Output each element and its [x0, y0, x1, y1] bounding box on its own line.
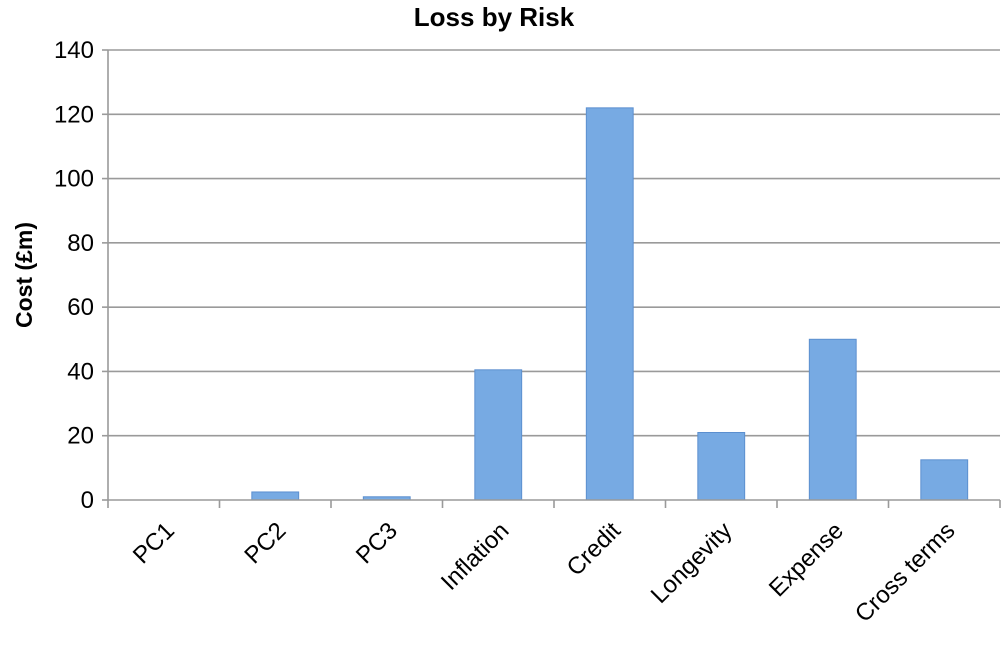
x-tick-label: Credit: [562, 517, 627, 582]
x-tick-label: Cross terms: [850, 517, 961, 628]
y-tick-label: 60: [67, 294, 94, 321]
bar-cross-terms: [920, 459, 969, 501]
x-tick-label: PC1: [128, 517, 180, 569]
y-axis-label: Cost (£m): [11, 222, 37, 328]
bar-credit: [585, 107, 634, 501]
gridlines: [108, 49, 1000, 437]
bar-inflation: [474, 369, 523, 501]
y-tick-labels: 0 20 40 60 80 100 120 140: [54, 37, 94, 514]
x-tick-labels: PC1 PC2 PC3 Inflation Credit Longevity Expense…: [128, 517, 961, 628]
x-tick-label: Longevity: [646, 517, 738, 609]
y-tick-label: 20: [67, 423, 94, 450]
x-tick-label: Expense: [764, 517, 849, 602]
bar-expense: [808, 338, 857, 501]
y-tick-label: 40: [67, 358, 94, 385]
bar-pc2: [251, 491, 300, 501]
y-tick-label: 120: [54, 101, 94, 128]
x-tick-label: PC3: [351, 517, 403, 569]
chart-title: Loss by Risk: [414, 2, 575, 32]
x-tick-label: Inflation: [436, 517, 515, 596]
axes: [102, 49, 1001, 508]
y-tick-label: 80: [67, 230, 94, 257]
y-tick-label: 140: [54, 37, 94, 64]
x-tick-label: PC2: [239, 517, 291, 569]
y-tick-label: 0: [81, 487, 94, 514]
bar-longevity: [697, 432, 746, 501]
bars: [251, 107, 969, 501]
y-tick-label: 100: [54, 166, 94, 193]
